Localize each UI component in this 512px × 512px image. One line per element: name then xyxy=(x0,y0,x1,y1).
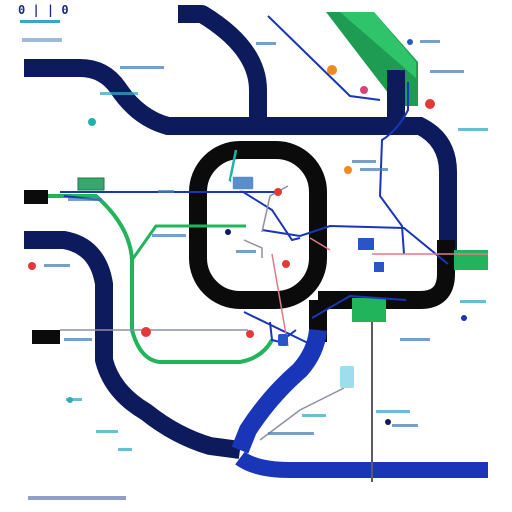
green-line-link xyxy=(130,224,246,261)
black-outer-loop xyxy=(318,240,455,309)
station-icon-right-small xyxy=(374,262,384,272)
station-icon-bottom xyxy=(278,334,288,346)
station-icon-center xyxy=(231,175,255,191)
station-dot-red-top xyxy=(425,99,435,109)
label-strips xyxy=(28,40,488,500)
gray-thin-lines xyxy=(60,185,345,441)
station-dot-blue-small xyxy=(407,39,413,45)
station-icon-right xyxy=(358,238,374,250)
station-dot-teal-top xyxy=(88,118,96,126)
green-box-center xyxy=(352,298,386,322)
station-dot-red-lower2 xyxy=(141,327,151,337)
left-terminal-top xyxy=(24,190,48,204)
blue-bottom-rail xyxy=(235,451,488,478)
station-dot-red-lower xyxy=(246,330,254,338)
station-dot-navy-bottom xyxy=(385,419,391,425)
station-dots xyxy=(28,39,467,425)
red-thin-lines xyxy=(271,237,488,347)
station-dot-navy-center xyxy=(225,229,231,235)
map-title: 0 | | 0 xyxy=(18,3,69,17)
navy-upper-right xyxy=(396,117,457,250)
blue-thin-lines xyxy=(60,15,449,345)
left-terminal-bottom xyxy=(32,330,60,344)
navy-upper-branch xyxy=(178,5,267,118)
station-dot-pink xyxy=(360,86,368,94)
navy-left-line xyxy=(24,231,242,459)
station-dot-red-left xyxy=(28,262,36,270)
green-station-box-left xyxy=(77,177,105,191)
station-icon-light-box xyxy=(340,366,354,388)
station-dot-blue-right xyxy=(461,315,467,321)
station-dot-red-center xyxy=(274,188,282,196)
right-green-box xyxy=(454,250,488,270)
header-text-strip xyxy=(22,38,62,42)
title-underline xyxy=(20,20,60,23)
green-line xyxy=(48,194,274,364)
station-dot-orange-top xyxy=(327,65,337,75)
station-dot-red-mid xyxy=(282,260,290,268)
blue-bottom-line xyxy=(231,328,327,454)
station-dot-orange-mid xyxy=(344,166,352,174)
green-wedge-light xyxy=(340,12,416,78)
navy-upper-line xyxy=(24,59,405,135)
